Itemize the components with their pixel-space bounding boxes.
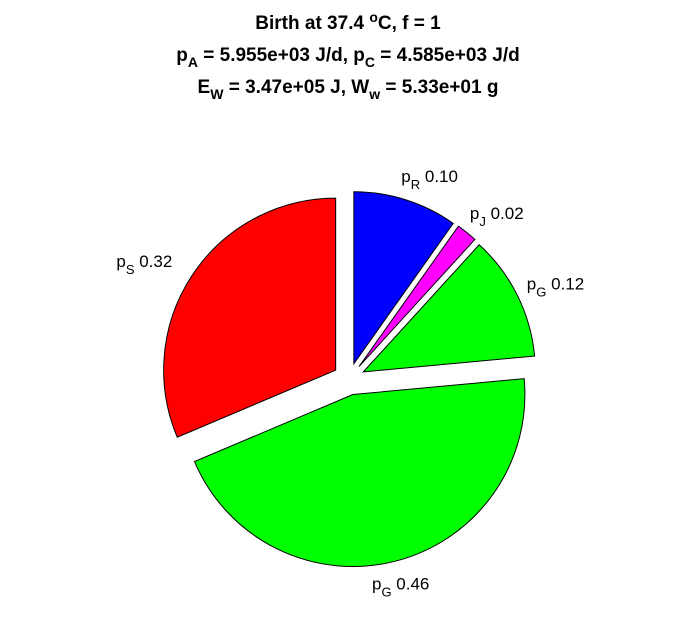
slice-label: pR 0.10 [401,167,458,192]
pie-slice [362,244,536,373]
pie-slice [193,378,526,567]
pie-slice [163,197,337,438]
pie-slice [358,225,476,367]
slice-label: pJ 0.02 [470,204,524,229]
chart-title: Birth at 37.4 oC, f = 1 pA = 5.955e+03 J… [0,9,696,108]
slice-label: pG 0.46 [372,575,429,600]
title-line-3: EW = 3.47e+05 J, Ww = 5.33e+01 g [197,77,499,102]
title-line-2: pA = 5.955e+03 J/d, pC = 4.585e+03 J/d [176,45,520,70]
slice-label: pS 0.32 [116,252,172,277]
slice-label: pG 0.12 [527,275,584,300]
title-line-1: Birth at 37.4 oC, f = 1 [255,9,441,34]
pie-slice [353,191,454,366]
